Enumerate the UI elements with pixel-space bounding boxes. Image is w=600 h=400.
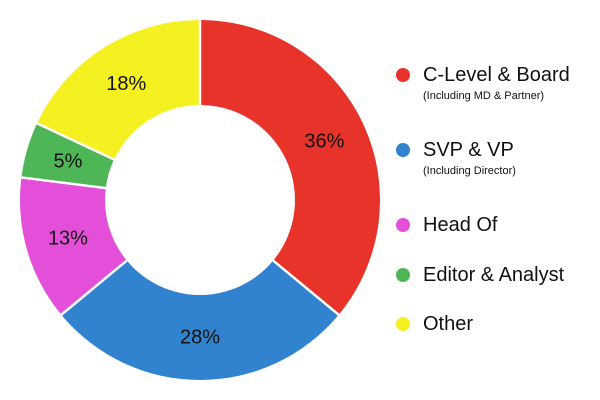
legend-swatch <box>396 268 410 282</box>
legend-sublabel: (Including MD & Partner) <box>423 90 545 102</box>
slice-other <box>37 20 199 159</box>
legend-swatch <box>396 143 410 157</box>
slice-value-label: 28% <box>180 327 220 349</box>
legend-label: Editor & Analyst <box>423 263 565 286</box>
legend-label: Head Of <box>423 213 498 236</box>
legend-item-head-of: Head Of <box>396 210 596 240</box>
legend-item-c-level: C-Level & Board (Including MD & Partner) <box>396 60 596 102</box>
slice-value-label: 18% <box>106 73 146 95</box>
slice-editor-analyst <box>21 124 114 187</box>
slice-head-of <box>19 178 127 314</box>
legend-label: C-Level & Board <box>423 63 570 86</box>
slice-labels: 36% 28% 13% 5% 18% <box>48 73 345 349</box>
legend-swatch <box>396 317 410 331</box>
legend-swatch <box>396 218 410 232</box>
slice-svp-vp <box>62 261 338 380</box>
legend-item-other: Other <box>396 309 596 339</box>
slice-value-label: 13% <box>48 227 88 249</box>
legend-swatch <box>396 68 410 82</box>
slice-value-label: 5% <box>54 151 83 173</box>
donut-slices <box>19 20 380 380</box>
slice-c-level-board <box>201 20 380 314</box>
legend-item-svp-vp: SVP & VP (Including Director) <box>396 135 596 177</box>
legend-sublabel: (Including Director) <box>423 165 516 177</box>
legend-label: Other <box>423 312 474 335</box>
legend-item-editor-analyst: Editor & Analyst <box>396 260 596 290</box>
legend-label: SVP & VP <box>423 138 514 161</box>
slice-value-label: 36% <box>304 130 344 152</box>
